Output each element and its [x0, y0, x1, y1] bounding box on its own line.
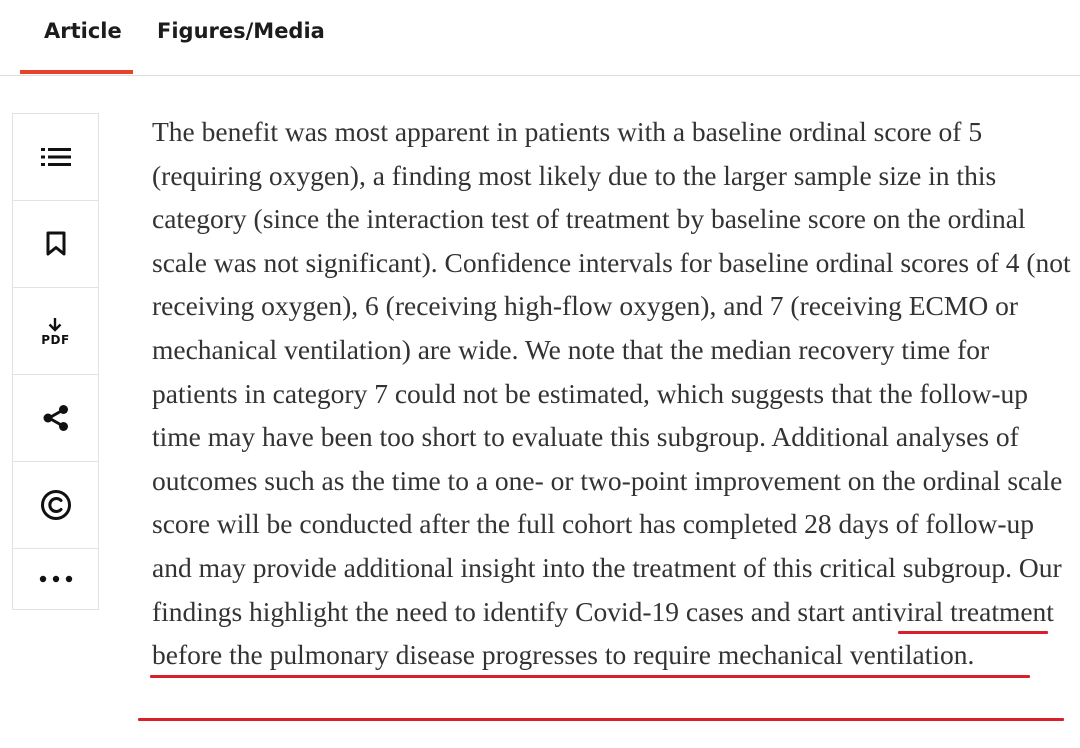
tab-figures-media[interactable]: Figures/Media: [157, 19, 325, 43]
article-body: The benefit was most apparent in patient…: [152, 110, 1072, 677]
active-tab-indicator: [20, 70, 133, 74]
share-button[interactable]: [13, 375, 98, 462]
share-icon: [41, 403, 71, 433]
copyright-icon: [40, 489, 72, 521]
download-pdf-button[interactable]: PDF: [13, 288, 98, 375]
bookmark-icon: [46, 231, 66, 257]
bookmark-button[interactable]: [13, 201, 98, 288]
article-tools-rail: PDF: [12, 113, 99, 610]
highlight-underline: [898, 631, 1048, 634]
download-pdf-icon: [47, 317, 63, 333]
highlighted-sentence: Our findings highlight the need to ident…: [152, 551, 1062, 671]
highlight-underline: [150, 675, 1030, 678]
pdf-label: PDF: [41, 332, 70, 347]
toc-button[interactable]: [13, 114, 98, 201]
tab-article[interactable]: Article: [44, 19, 122, 43]
paragraph-text: The benefit was most apparent in patient…: [152, 116, 1071, 583]
article-paragraph: The benefit was most apparent in patient…: [152, 110, 1072, 677]
list-icon: [40, 147, 71, 167]
more-icon: [39, 575, 73, 583]
tab-bar: Article Figures/Media: [0, 0, 1080, 76]
more-options-button[interactable]: [13, 549, 98, 609]
permissions-button[interactable]: [13, 462, 98, 549]
highlight-underline: [138, 718, 1064, 721]
